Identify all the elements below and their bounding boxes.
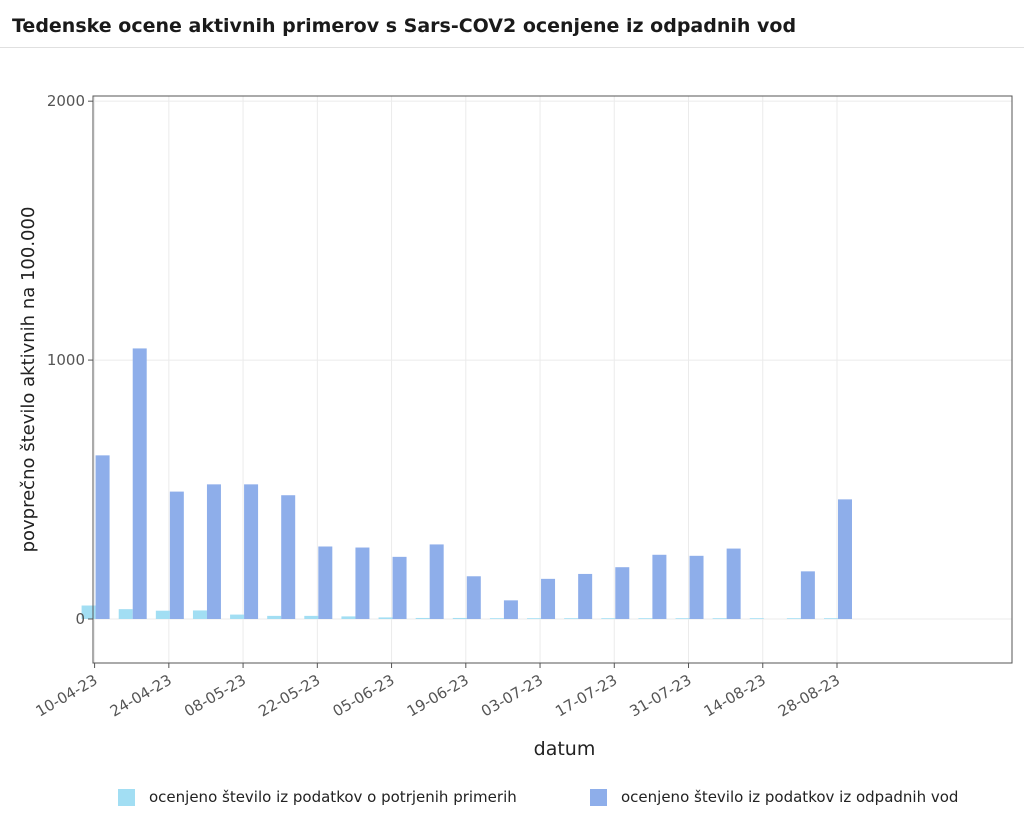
legend-label-confirmed: ocenjeno število iz podatkov o potrjenih…	[149, 788, 517, 806]
bar-confirmed	[378, 617, 393, 619]
bar-confirmed	[452, 617, 467, 619]
y-tick-label: 0	[75, 610, 85, 628]
chart: 0 1000 2000 10-04-23 24-04-23 08-05-23 22-05-2…	[18, 92, 1013, 760]
x-tick-label: 05-06-23	[330, 671, 398, 721]
x-tick-label: 22-05-23	[255, 671, 323, 721]
bar-confirmed	[675, 618, 690, 619]
legend-item-confirmed: ocenjeno število iz podatkov o potrjenih…	[118, 788, 517, 806]
bar-confirmed	[786, 618, 801, 619]
bar-confirmed	[489, 618, 504, 619]
bar-wastewater	[689, 555, 704, 619]
bar-wastewater	[429, 544, 444, 619]
bar-wastewater	[206, 484, 221, 619]
x-tick-label: 19-06-23	[404, 671, 472, 721]
bar-wastewater	[652, 554, 667, 619]
x-tick-label: 28-08-23	[775, 671, 843, 721]
legend-label-wastewater: ocenjeno število iz podatkov iz odpadnih…	[621, 788, 959, 806]
bar-wastewater	[726, 548, 741, 619]
bar-confirmed	[230, 614, 245, 619]
header-bar: Tedenske ocene aktivnih primerov s Sars-…	[0, 0, 1024, 48]
bar-wastewater	[318, 546, 333, 619]
bar-confirmed	[341, 616, 356, 619]
bar-wastewater	[392, 556, 407, 619]
legend: ocenjeno število iz podatkov o potrjenih…	[0, 788, 1024, 818]
x-tick-label: 31-07-23	[627, 671, 695, 721]
legend-item-wastewater: ocenjeno število iz podatkov iz odpadnih…	[590, 788, 958, 806]
bar-wastewater	[838, 499, 853, 619]
y-tick-label: 1000	[47, 351, 85, 369]
x-axis-title: datum	[534, 738, 596, 760]
bar-confirmed	[712, 618, 727, 619]
bar-wastewater	[355, 547, 370, 619]
bar-wastewater	[244, 484, 259, 619]
y-axis-title: povprečno število aktivnih na 100.000	[18, 207, 39, 553]
bar-confirmed	[304, 615, 319, 619]
bar-wastewater	[466, 576, 481, 619]
x-tick-label: 03-07-23	[478, 671, 546, 721]
x-tick-label: 24-04-23	[107, 671, 175, 721]
bar-confirmed	[118, 609, 133, 619]
page-title: Tedenske ocene aktivnih primerov s Sars-…	[12, 15, 797, 37]
x-tick-label: 17-07-23	[552, 671, 620, 721]
bar-confirmed	[564, 618, 579, 619]
bar-confirmed	[81, 605, 96, 619]
plot-panel	[93, 96, 1012, 663]
bar-wastewater	[615, 567, 630, 619]
bar-confirmed	[601, 618, 616, 619]
x-tick-label: 14-08-23	[701, 671, 769, 721]
bar-confirmed	[638, 618, 653, 619]
bar-confirmed	[155, 610, 170, 619]
x-tick-label: 10-04-23	[33, 671, 101, 721]
legend-swatch-wastewater	[590, 788, 607, 806]
bar-wastewater	[132, 348, 147, 619]
bar-confirmed	[192, 610, 207, 619]
plot-border	[92, 95, 1013, 664]
bar-wastewater	[169, 491, 184, 619]
bar-wastewater	[281, 495, 296, 619]
bar-wastewater	[95, 455, 110, 619]
bar-wastewater	[800, 571, 815, 619]
bar-confirmed	[415, 617, 430, 619]
x-tick-label: 08-05-23	[181, 671, 249, 721]
bar-wastewater	[578, 573, 593, 619]
bar-wastewater	[503, 600, 518, 619]
bar-confirmed	[824, 618, 839, 619]
y-tick-label: 2000	[47, 92, 85, 110]
legend-swatch-confirmed	[118, 788, 135, 806]
bar-confirmed	[749, 618, 764, 619]
bar-confirmed	[527, 618, 542, 619]
bar-confirmed	[267, 615, 282, 619]
bar-wastewater	[541, 578, 556, 619]
